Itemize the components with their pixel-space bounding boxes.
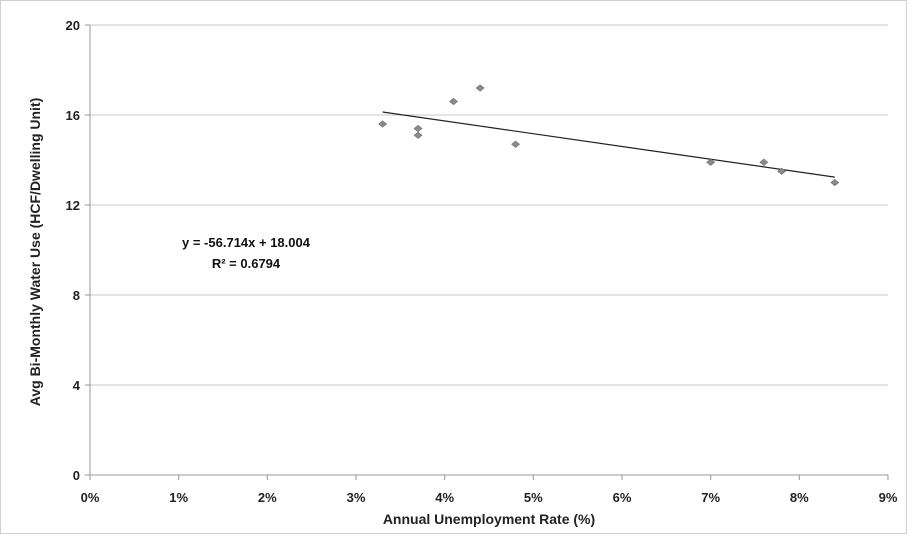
data-point (830, 178, 840, 187)
x-tick-label: 9% (879, 490, 898, 505)
y-tick-label: 12 (66, 198, 80, 213)
x-axis-title: Annual Unemployment Rate (%) (383, 511, 595, 527)
y-tick-label: 0 (73, 468, 80, 483)
x-tick-label: 3% (347, 490, 366, 505)
data-point (378, 120, 388, 128)
trendline (382, 111, 835, 178)
y-tick-label: 16 (66, 108, 80, 123)
data-point (777, 167, 787, 175)
x-tick-label: 6% (613, 490, 632, 505)
y-tick-label: 8 (73, 288, 80, 303)
x-tick-labels: 0% 1% 2% 3% 4% 5% 6% 7% 8% 9% (81, 490, 898, 505)
trendline-equation: y = -56.714x + 18.004 (182, 235, 311, 250)
y-axis-title: Avg Bi-Monthly Water Use (HCF/Dwelling U… (27, 98, 43, 407)
data-points (378, 84, 840, 187)
r-squared-label: R² = 0.6794 (212, 256, 281, 271)
x-tick-label: 4% (435, 490, 454, 505)
x-tick-label: 8% (790, 490, 809, 505)
x-tick-label: 2% (258, 490, 277, 505)
data-point (706, 158, 716, 166)
trendline-group (382, 111, 835, 178)
x-tick-label: 0% (81, 490, 100, 505)
x-tick-label: 5% (524, 490, 543, 505)
grid-lines (90, 24, 888, 386)
data-point (759, 158, 769, 166)
y-tick-label: 20 (66, 18, 80, 33)
axes (85, 24, 889, 480)
data-point (449, 97, 459, 106)
y-tick-labels: 0 4 8 12 16 20 (66, 18, 81, 483)
y-tick-label: 4 (73, 378, 81, 393)
x-tick-label: 1% (169, 490, 188, 505)
data-point (511, 140, 521, 148)
x-tick-label: 7% (701, 490, 720, 505)
data-point (475, 84, 485, 92)
data-point (413, 131, 423, 139)
